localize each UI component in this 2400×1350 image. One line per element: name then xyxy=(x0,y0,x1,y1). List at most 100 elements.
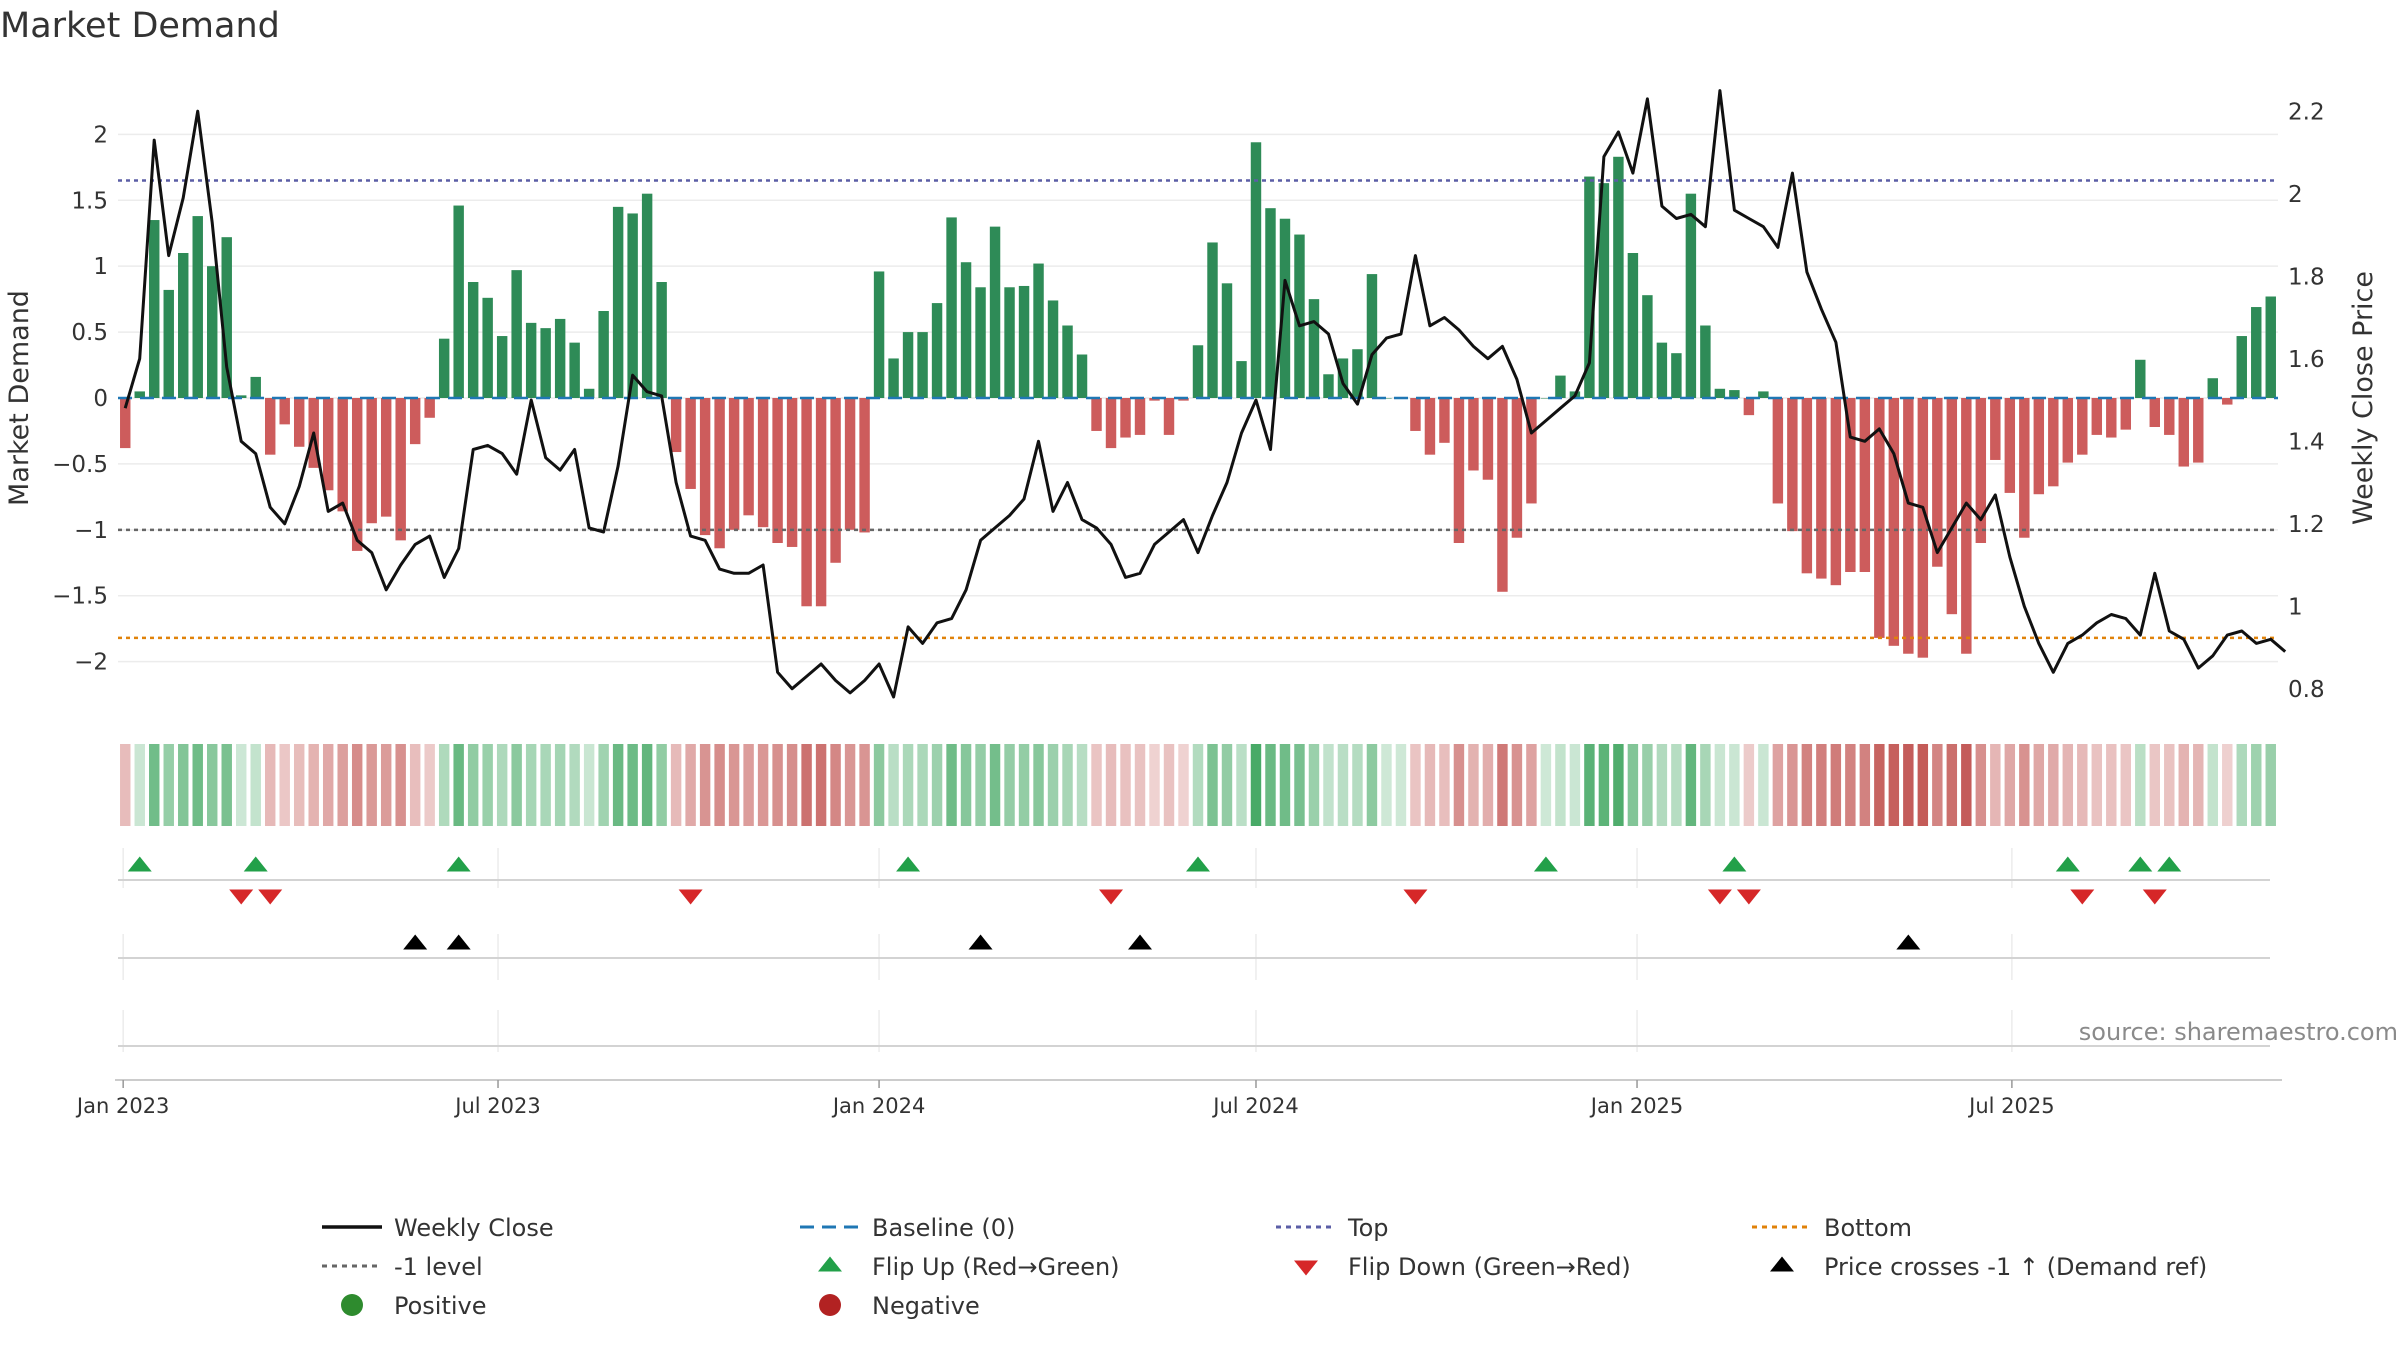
price-cross-marker xyxy=(1128,934,1153,950)
demand-bar xyxy=(699,398,711,536)
demand-bar xyxy=(2077,398,2088,455)
demand-bar xyxy=(2004,398,2016,493)
price-cross-marker xyxy=(968,934,993,950)
flip-up-marker xyxy=(1722,856,1747,872)
demand-bar xyxy=(830,398,841,563)
demand-bar xyxy=(293,398,305,447)
demand-bar xyxy=(1149,398,1160,401)
strength-cell xyxy=(1845,744,1856,826)
flip-up-marker xyxy=(2055,856,2080,872)
strength-cell xyxy=(1018,744,1030,826)
strength-cell xyxy=(308,744,319,826)
strength-cell xyxy=(134,744,145,826)
demand-bar xyxy=(902,332,914,398)
strength-cell xyxy=(1830,744,1842,826)
demand-bar xyxy=(496,336,508,398)
strength-cell xyxy=(902,744,914,826)
strength-cell xyxy=(1743,744,1755,826)
weekly-close-line xyxy=(123,89,2287,699)
strength-cell xyxy=(1033,744,1044,826)
legend-swatch-flip-down xyxy=(1294,1260,1318,1276)
flip-up-marker xyxy=(1533,856,1558,872)
demand-bar xyxy=(612,206,624,398)
strength-cell xyxy=(1859,744,1871,826)
strength-cell xyxy=(2077,744,2088,826)
strength-cell xyxy=(2236,744,2247,826)
demand-bar xyxy=(2033,398,2045,495)
demand-bar xyxy=(1497,398,1508,592)
strength-cell xyxy=(2019,744,2030,826)
demand-bar xyxy=(1062,325,1073,398)
demand-bar xyxy=(1004,287,1015,398)
strength-cell xyxy=(1990,744,2001,826)
y-axis-label: Market Demand xyxy=(4,290,35,506)
strength-cell xyxy=(1410,744,1421,826)
demand-bar xyxy=(1729,390,1740,398)
legend-label: Price crosses -1 ↑ (Demand ref) xyxy=(1824,1253,2207,1281)
strength-cell xyxy=(1149,744,1160,826)
demand-bar xyxy=(264,398,276,455)
strength-cell xyxy=(1439,744,1450,826)
strength-cell xyxy=(467,744,479,826)
demand-bar xyxy=(163,289,174,398)
strength-cell xyxy=(2207,744,2218,826)
x-tick-label: Jul 2025 xyxy=(1967,1094,2054,1118)
strength-cell xyxy=(221,744,232,826)
demand-bar xyxy=(728,398,740,530)
strength-cell xyxy=(2149,744,2160,826)
strength-cell xyxy=(264,744,276,826)
strength-cell xyxy=(888,744,899,826)
strength-cell xyxy=(1685,744,1697,826)
x-tick-label: Jan 2024 xyxy=(831,1094,926,1118)
demand-bar xyxy=(482,297,493,398)
strength-cell xyxy=(1946,744,1958,826)
demand-bar xyxy=(2222,398,2233,405)
legend-swatch-legendNegative xyxy=(819,1294,841,1316)
x-tick-label: Jul 2023 xyxy=(453,1094,540,1118)
strength-cell xyxy=(786,744,798,826)
strength-cell xyxy=(1337,744,1349,826)
strength-cell xyxy=(1888,744,1900,826)
strength-cell xyxy=(163,744,174,826)
demand-bar xyxy=(149,220,160,398)
demand-bar xyxy=(1468,398,1479,471)
demand-bar xyxy=(2178,398,2189,467)
strength-cell xyxy=(656,744,667,826)
strength-cell xyxy=(757,744,769,826)
demand-bar xyxy=(975,287,986,398)
strength-cell xyxy=(482,744,493,826)
strength-cell xyxy=(960,744,972,826)
demand-bar xyxy=(1250,142,1262,398)
strength-cell xyxy=(1381,744,1392,826)
strength-cell xyxy=(1366,744,1378,826)
strength-cell xyxy=(2193,744,2204,826)
demand-bar xyxy=(1816,398,1827,579)
demand-bar xyxy=(1714,388,1726,398)
strength-cell xyxy=(2062,744,2074,826)
demand-bar xyxy=(554,318,566,398)
strength-cell xyxy=(1816,744,1827,826)
strength-cell xyxy=(801,744,812,826)
demand-bar xyxy=(1105,398,1117,449)
strength-cell xyxy=(873,744,885,826)
demand-bar xyxy=(337,398,348,512)
flip-up-marker xyxy=(2157,856,2182,872)
y2-tick-label: 2.2 xyxy=(2288,99,2325,125)
demand-bar xyxy=(1018,285,1030,398)
demand-bar xyxy=(1424,398,1436,455)
y2-axis-label: Weekly Close Price xyxy=(2348,271,2379,525)
demand-bar xyxy=(1627,253,1639,398)
demand-bar xyxy=(1990,398,2001,460)
demand-bar xyxy=(757,398,769,528)
strength-cell xyxy=(1279,744,1291,826)
demand-bar xyxy=(1888,398,1900,646)
strength-cell xyxy=(453,744,464,826)
strength-cell xyxy=(1511,744,1523,826)
demand-bar xyxy=(946,217,957,398)
strength-cell xyxy=(1047,744,1059,826)
y2-tick-label: 0.8 xyxy=(2288,677,2325,703)
strength-cell xyxy=(250,744,261,826)
y-tick-label: −0.5 xyxy=(52,452,108,478)
strength-cell xyxy=(1555,744,1566,826)
